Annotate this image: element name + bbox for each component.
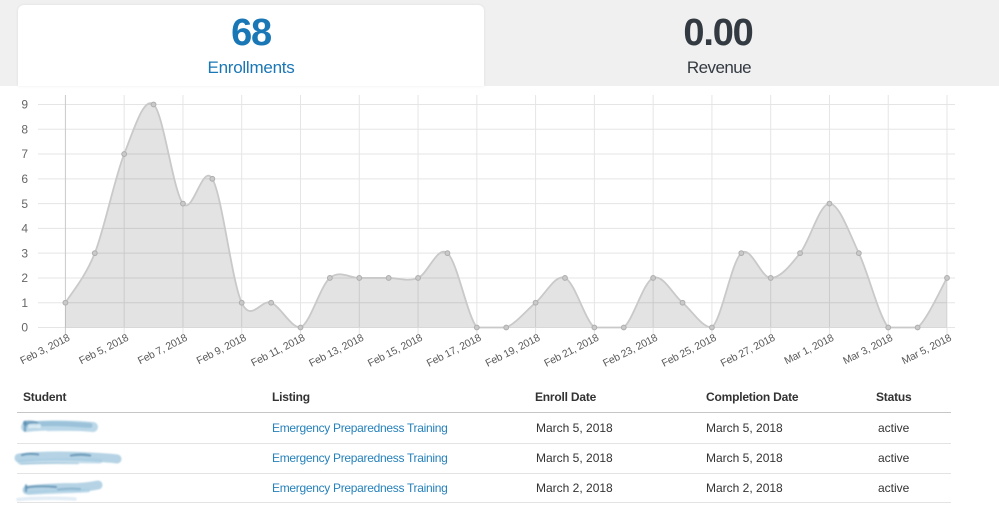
svg-text:Feb 19, 2018: Feb 19, 2018 xyxy=(484,332,543,370)
svg-text:Feb 23, 2018: Feb 23, 2018 xyxy=(601,332,660,370)
svg-text:Feb 17, 2018: Feb 17, 2018 xyxy=(425,332,484,370)
svg-text:6: 6 xyxy=(21,172,28,186)
svg-text:Feb 15, 2018: Feb 15, 2018 xyxy=(366,332,425,370)
svg-text:Feb 25, 2018: Feb 25, 2018 xyxy=(660,332,719,370)
svg-text:3: 3 xyxy=(21,246,28,260)
svg-text:Feb 5, 2018: Feb 5, 2018 xyxy=(77,332,131,367)
svg-text:8: 8 xyxy=(21,122,28,136)
svg-text:1: 1 xyxy=(21,296,28,310)
svg-text:Mar 3, 2018: Mar 3, 2018 xyxy=(841,332,895,367)
svg-text:Feb 27, 2018: Feb 27, 2018 xyxy=(719,332,778,370)
svg-text:4: 4 xyxy=(21,222,28,236)
svg-text:Feb 9, 2018: Feb 9, 2018 xyxy=(195,332,249,367)
svg-text:5: 5 xyxy=(21,197,28,211)
svg-text:Feb 3, 2018: Feb 3, 2018 xyxy=(18,332,72,367)
svg-text:0: 0 xyxy=(21,321,28,335)
svg-text:Mar 1, 2018: Mar 1, 2018 xyxy=(782,332,836,367)
svg-text:Feb 13, 2018: Feb 13, 2018 xyxy=(307,332,366,370)
svg-text:Feb 7, 2018: Feb 7, 2018 xyxy=(136,332,190,367)
svg-text:2: 2 xyxy=(21,271,28,285)
svg-text:Mar 5, 2018: Mar 5, 2018 xyxy=(900,332,954,367)
svg-text:9: 9 xyxy=(21,98,28,112)
svg-text:Feb 21, 2018: Feb 21, 2018 xyxy=(542,332,601,370)
svg-text:7: 7 xyxy=(21,147,28,161)
svg-text:Feb 11, 2018: Feb 11, 2018 xyxy=(249,332,307,370)
